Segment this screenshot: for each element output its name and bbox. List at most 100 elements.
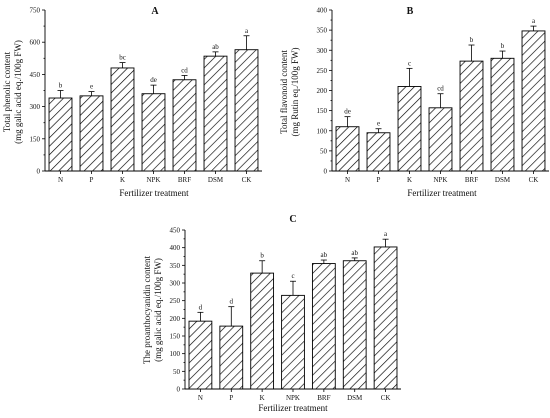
panel-c-letter-label: d: [230, 298, 234, 306]
panel-b-bar: [366, 132, 391, 172]
panel-a-xtick-label: BRF: [178, 176, 191, 184]
panel-b-letter: B: [407, 6, 414, 17]
panel-c-ytick-label: 450: [170, 227, 181, 235]
panel-c-letter-label: ab: [351, 249, 358, 257]
panel-b-xtick-label: N: [345, 176, 350, 184]
panel-a-xtick-label: NPK: [146, 176, 160, 184]
panel-a-plot: 0 150 300 450 600 750 b Ne Pbc Kde NPK cd BRF ab DSM a C…: [30, 7, 262, 184]
panel-b-xtick-label: DSM: [495, 176, 511, 184]
panel-c-ytick-label: 250: [170, 297, 181, 305]
panel-a-letter-label: b: [59, 82, 63, 90]
panel-c-xtick-label: DSM: [347, 394, 363, 402]
panel-c-letter-label: b: [260, 252, 264, 260]
panel-c-xtick-label: CK: [381, 394, 391, 402]
panel-a-ytick-label: 600: [30, 39, 41, 47]
panel-b-bar: [397, 86, 422, 172]
panel-b-letter-label: b: [501, 42, 505, 50]
panel-a-letter-label: a: [245, 27, 249, 35]
panel-a-ylabel-line2: (mg galic acid eq./100g FW): [13, 40, 23, 144]
panel-c-letter-label: ab: [321, 251, 328, 259]
panel-c-xtick-label: BRF: [317, 394, 330, 402]
panel-c-ytick-label: 300: [170, 280, 181, 288]
panel-b-xtick-label: CK: [529, 176, 539, 184]
panel-a-ytick-label: 750: [30, 7, 41, 15]
panel-c-ytick-label: 0: [177, 386, 181, 394]
panel-c-bar: [281, 294, 305, 390]
panel-a-bar: [141, 93, 166, 172]
panel-a-ytick-label: 150: [30, 135, 41, 143]
panel-b-letter-label: de: [344, 108, 351, 116]
panel-c-ytick-label: 200: [170, 315, 181, 323]
panel-b-xtick-label: BRF: [465, 176, 478, 184]
panel-b-ytick-label: 50: [320, 147, 328, 155]
panel-a-xtick-label: DSM: [208, 176, 224, 184]
panel-c-plot: 0 50 100 150 200 250 300 350 400 450 d Nd Pb Kc NPK ab B…: [170, 227, 401, 402]
panel-a-letter-label: ab: [212, 43, 219, 51]
panel-a-ylabel-line1: Total phenolic content: [2, 51, 12, 132]
panel-c-ytick-label: 100: [170, 350, 181, 358]
panel-a-ytick-label: 0: [37, 168, 41, 176]
panel-c-xtick-label: N: [198, 394, 203, 402]
panel-a-letter-label: de: [150, 76, 157, 84]
panel-b-xlabel: Fertilizer treatment: [407, 188, 477, 198]
panel-c-ytick-label: 400: [170, 244, 181, 252]
panel-a-bar: [79, 95, 104, 172]
panel-a-xtick-label: K: [120, 176, 125, 184]
panel-c-bar: [188, 320, 213, 390]
panel-b-letter-label: a: [532, 17, 536, 25]
panel-c-xtick-label: P: [229, 394, 233, 402]
panel-b-xtick-label: NPK: [433, 176, 447, 184]
panel-a-xtick-label: N: [58, 176, 63, 184]
panel-b-bar: [459, 60, 484, 172]
panel-a-letter-label: bc: [119, 54, 126, 62]
panel-c-xtick-label: NPK: [286, 394, 300, 402]
panel-a-letter: A: [151, 6, 159, 17]
panel-b-ylabel-line2: (mg Rutin eq./100g FW): [290, 48, 300, 137]
panel-c-letter-label: d: [199, 303, 203, 311]
panel-a-xtick-label: P: [90, 176, 94, 184]
panel-a-letter-label: e: [90, 83, 93, 91]
panel-b-bar: [521, 30, 546, 172]
panel-a-letter-label: cd: [181, 66, 188, 74]
panel-c-ylabel-line1: The proanthocyanidin content: [142, 256, 152, 364]
panel-c-letter-label: a: [384, 230, 388, 238]
panel-c-bar: [219, 325, 244, 390]
panel-a-xtick-label: CK: [242, 176, 252, 184]
panel-b-xtick-label: P: [377, 176, 381, 184]
panel-b-ytick-label: 150: [317, 107, 328, 115]
panel-c: C The proanthocyanidin content (mg galic…: [142, 214, 401, 413]
panel-a-ytick-label: 300: [30, 103, 41, 111]
panel-b-ylabel-line1: Total flavonoid content: [279, 50, 289, 134]
panel-b: B Total flavonoid content (mg Rutin eq./…: [279, 6, 549, 198]
panel-b-plot: 0 50 100 150 200 250 300 350 400 de Ne Pc Kcd NPK b BRF…: [317, 7, 549, 184]
panel-b-bar: [428, 107, 453, 172]
panel-b-letter-label: cd: [437, 85, 444, 93]
panel-a-bar: [234, 49, 259, 172]
panel-b-ytick-label: 300: [317, 47, 328, 55]
panel-b-letter-label: e: [377, 120, 380, 128]
panel-c-ylabel-line2: (mg galic acid eq./100g FW): [153, 258, 163, 362]
panel-b-xtick-label: K: [407, 176, 412, 184]
panel-b-ytick-label: 100: [317, 127, 328, 135]
panel-b-ytick-label: 0: [324, 168, 328, 176]
panel-a-bar: [48, 97, 73, 172]
panel-a-bar: [203, 55, 228, 172]
panel-b-bar: [335, 126, 360, 172]
panel-c-letter-label: c: [291, 272, 294, 280]
panel-c-letter: C: [289, 214, 296, 225]
panel-a-bar: [110, 67, 135, 172]
panel-a-ytick-label: 450: [30, 71, 41, 79]
panel-c-ytick-label: 50: [173, 368, 181, 376]
panel-c-ytick-label: 150: [170, 333, 181, 341]
panel-b-ytick-label: 350: [317, 27, 328, 35]
panel-c-bar: [250, 272, 275, 390]
panel-a: A Total phenolic content (mg galic acid …: [2, 6, 262, 198]
panel-b-letter-label: c: [408, 59, 411, 67]
panel-c-bar: [373, 246, 398, 390]
panel-b-ytick-label: 250: [317, 67, 328, 75]
panel-b-ytick-label: 400: [317, 7, 328, 15]
panel-c-bar: [311, 263, 336, 390]
panel-a-bar: [172, 79, 197, 172]
panel-c-ytick-label: 350: [170, 262, 181, 270]
